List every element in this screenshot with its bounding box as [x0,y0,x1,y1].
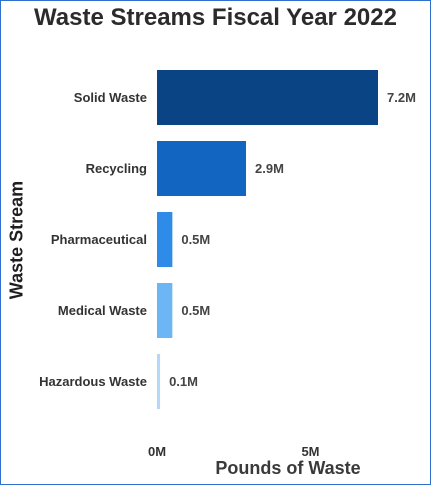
category-label: Recycling [86,161,147,176]
x-axis-label: Pounds of Waste [215,458,361,478]
x-tick-label: 0M [148,444,166,459]
data-label: 0.1M [169,374,198,389]
bar [157,141,247,196]
x-tick-label: 5M [301,444,319,459]
category-label: Medical Waste [58,303,147,318]
data-label: 7.2M [387,90,416,105]
data-label: 0.5M [181,303,210,318]
bar [157,283,173,338]
data-label: 0.5M [181,232,210,247]
category-label: Pharmaceutical [51,232,147,247]
bar [157,70,378,125]
category-label: Solid Waste [74,90,147,105]
chart-title: Waste Streams Fiscal Year 2022 [34,4,397,31]
data-label: 2.9M [255,161,284,176]
bar [157,212,173,267]
category-label: Hazardous Waste [39,374,147,389]
bar [157,354,161,409]
